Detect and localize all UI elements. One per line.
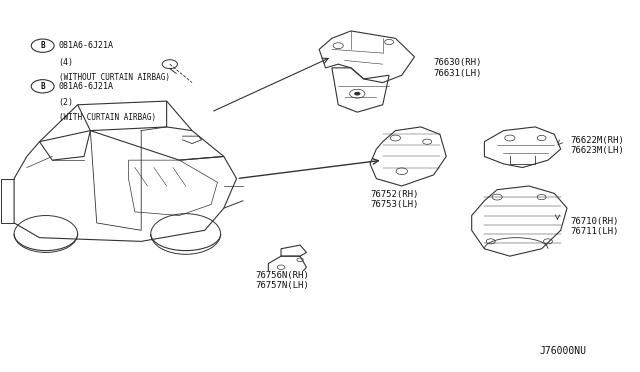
Text: 76630(RH)
76631(LH): 76630(RH) 76631(LH) bbox=[433, 58, 482, 77]
Text: 76752(RH)
76753(LH): 76752(RH) 76753(LH) bbox=[370, 190, 419, 209]
Text: 76756N(RH)
76757N(LH): 76756N(RH) 76757N(LH) bbox=[255, 271, 309, 290]
Text: (WITHOUT CURTAIN AIRBAG): (WITHOUT CURTAIN AIRBAG) bbox=[59, 73, 170, 81]
Text: B: B bbox=[40, 41, 45, 50]
Text: (WITH CURTAIN AIRBAG): (WITH CURTAIN AIRBAG) bbox=[59, 113, 156, 122]
Text: 081A6-6J21A: 081A6-6J21A bbox=[59, 82, 113, 91]
Text: 76710(RH)
76711(LH): 76710(RH) 76711(LH) bbox=[570, 217, 619, 236]
Text: 76622M(RH)
76623M(LH): 76622M(RH) 76623M(LH) bbox=[570, 136, 624, 155]
Text: J76000NU: J76000NU bbox=[539, 346, 586, 356]
Text: 081A6-6J21A: 081A6-6J21A bbox=[59, 41, 113, 50]
Text: (2): (2) bbox=[59, 99, 74, 108]
Text: B: B bbox=[40, 82, 45, 91]
Text: (4): (4) bbox=[59, 58, 74, 67]
Circle shape bbox=[354, 92, 360, 96]
